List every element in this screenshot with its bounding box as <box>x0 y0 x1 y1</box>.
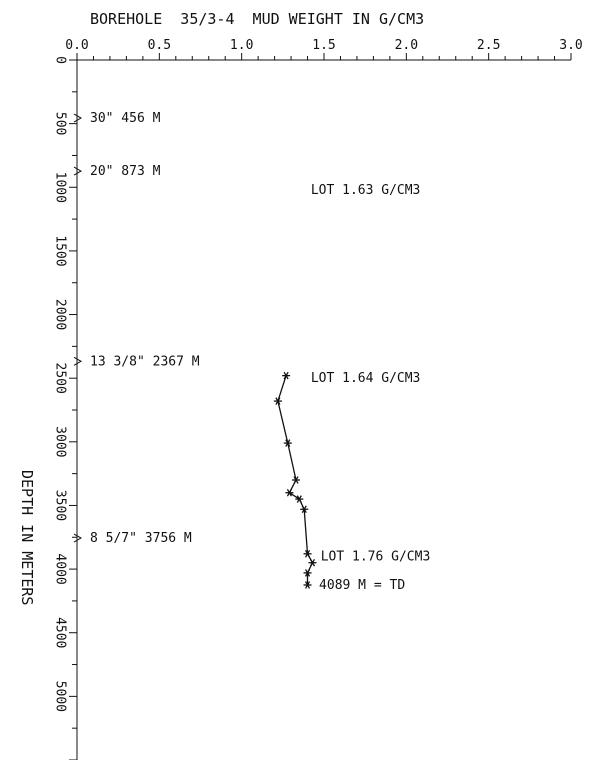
data-point <box>295 495 304 503</box>
casing-shoes: 30" 456 M 20" 873 M 13 3/8" 2367 M 8 5/7" 3… <box>73 111 200 546</box>
casing-shoe-label: 20" 873 M <box>90 164 161 179</box>
y-tick-label: 4500 <box>53 617 68 648</box>
annotation-text: LOT 1.63 G/CM3 <box>311 183 421 198</box>
x-tick-label: 2.5 <box>477 38 500 53</box>
casing-shoe-marker <box>73 533 83 543</box>
data-point <box>285 488 294 497</box>
y-tick-label: 0 <box>53 56 68 64</box>
data-point <box>300 505 309 514</box>
chart-title: BOREHOLE 35/3-4 MUD WEIGHT IN G/CM3 <box>90 10 424 28</box>
annotation-text: 4089 M = TD <box>319 578 405 593</box>
x-tick-label: 0.5 <box>148 38 171 53</box>
y-tick-label: 3000 <box>53 426 68 457</box>
mud-weight-series <box>273 371 317 589</box>
y-tick-label: 1000 <box>53 172 68 203</box>
y-tick-label: 500 <box>53 112 68 135</box>
y-axis: 0 500 1000 1500 2000 2500 3000 3500 4000 4500 5000 <box>53 56 78 760</box>
data-point <box>303 569 312 577</box>
y-tick-label: 2000 <box>53 299 68 330</box>
annotation-text: LOT 1.76 G/CM3 <box>321 549 431 564</box>
casing-shoe-marker <box>73 356 83 366</box>
data-point <box>283 439 292 447</box>
data-point <box>303 550 312 558</box>
data-point <box>308 558 317 567</box>
data-point <box>282 371 291 380</box>
x-tick-label: 0.0 <box>65 38 88 53</box>
data-point <box>292 476 301 484</box>
data-point <box>303 581 312 589</box>
casing-shoe-marker <box>73 166 83 176</box>
casing-shoe-marker <box>73 113 83 123</box>
x-tick-label: 3.0 <box>559 38 582 53</box>
y-tick-label: 4000 <box>53 553 68 584</box>
y-tick-label: 1500 <box>53 235 68 266</box>
casing-shoe-label: 30" 456 M <box>90 111 161 126</box>
x-tick-label: 1.0 <box>230 38 253 53</box>
y-tick-label: 5000 <box>53 681 68 712</box>
annotation-text: LOT 1.64 G/CM3 <box>311 371 421 386</box>
data-point <box>273 397 282 405</box>
x-axis: 0.0 0.5 1.0 1.5 2.0 2.5 3.0 <box>65 38 583 61</box>
y-axis-label: DEPTH IN METERS <box>18 470 36 605</box>
casing-shoe-label: 13 3/8" 2367 M <box>90 354 200 369</box>
x-tick-label: 2.0 <box>395 38 418 53</box>
annotations: LOT 1.63 G/CM3 LOT 1.64 G/CM3 LOT 1.76 G/C… <box>311 183 430 593</box>
x-tick-label: 1.5 <box>312 38 335 53</box>
y-tick-label: 3500 <box>53 490 68 521</box>
casing-shoe-label: 8 5/7" 3756 M <box>90 531 192 546</box>
y-tick-label: 2500 <box>53 363 68 394</box>
